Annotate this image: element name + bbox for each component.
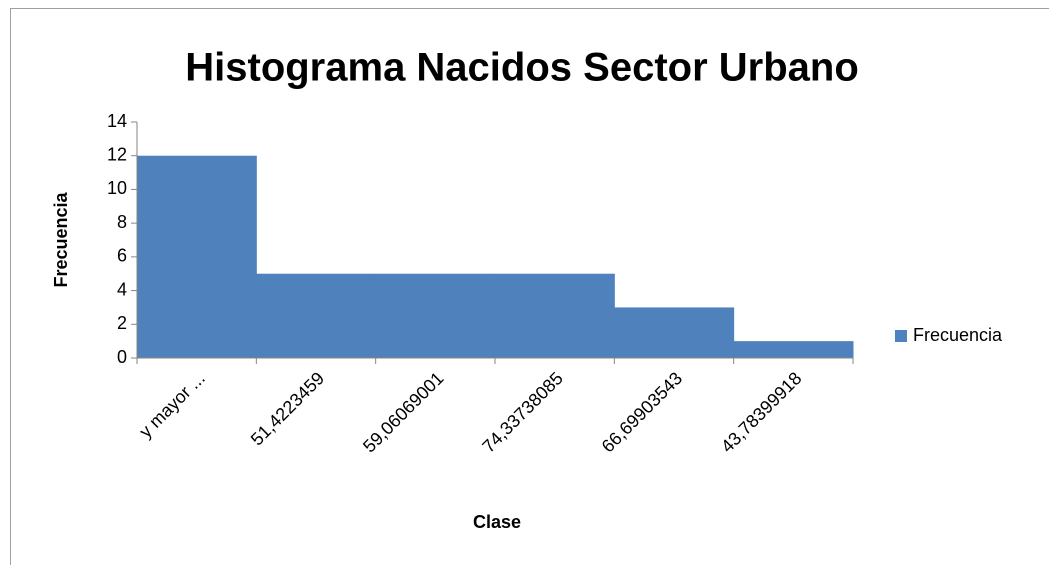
y-tick-label: 10 (107, 178, 127, 198)
y-tick-label: 4 (117, 279, 127, 299)
y-tick-label: 12 (107, 144, 127, 164)
chart-title: Histograma Nacidos Sector Urbano (185, 46, 859, 90)
bar (256, 273, 377, 358)
bar (375, 273, 496, 358)
y-tick-label: 14 (107, 111, 127, 131)
y-tick-label: 6 (117, 246, 127, 266)
bar (495, 273, 615, 358)
bar (614, 307, 735, 358)
y-axis-label: Frecuencia (51, 191, 71, 287)
y-tick-label: 8 (117, 212, 127, 232)
legend-swatch (895, 330, 907, 342)
bar (137, 155, 257, 358)
y-tick-label: 0 (117, 347, 127, 367)
bar (733, 341, 854, 358)
x-axis-label: Clase (473, 512, 521, 532)
y-tick-label: 2 (117, 313, 127, 333)
legend-label: Frecuencia (913, 325, 1003, 345)
